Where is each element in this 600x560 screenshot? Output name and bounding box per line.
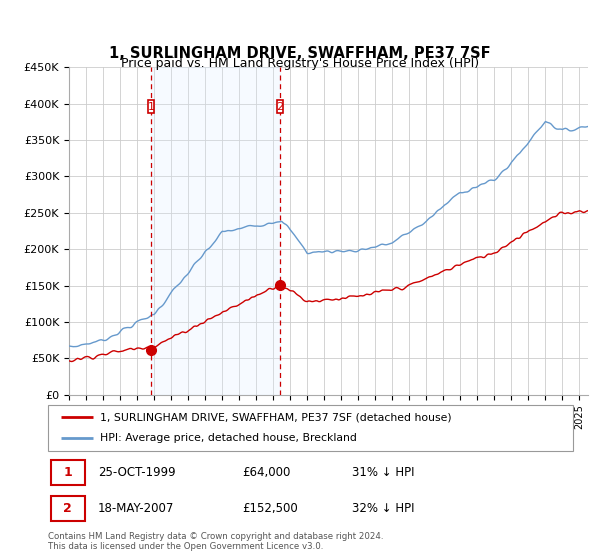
Text: £152,500: £152,500	[242, 502, 298, 515]
Text: 2: 2	[64, 502, 72, 515]
Bar	[50, 496, 85, 520]
Text: 1, SURLINGHAM DRIVE, SWAFFHAM, PE37 7SF: 1, SURLINGHAM DRIVE, SWAFFHAM, PE37 7SF	[109, 46, 491, 60]
Text: 1: 1	[64, 466, 72, 479]
Bar	[148, 100, 154, 113]
Text: Contains HM Land Registry data © Crown copyright and database right 2024.
This d: Contains HM Land Registry data © Crown c…	[48, 532, 383, 552]
Bar	[151, 67, 280, 395]
Text: 31% ↓ HPI: 31% ↓ HPI	[353, 466, 415, 479]
Bar	[277, 100, 283, 113]
Text: 25-OCT-1999: 25-OCT-1999	[98, 466, 176, 479]
Text: 1, SURLINGHAM DRIVE, SWAFFHAM, PE37 7SF (detached house): 1, SURLINGHAM DRIVE, SWAFFHAM, PE37 7SF …	[101, 412, 452, 422]
Text: 1: 1	[148, 101, 155, 111]
Text: £64,000: £64,000	[242, 466, 290, 479]
Text: 2: 2	[276, 101, 283, 111]
Text: 18-MAY-2007: 18-MAY-2007	[98, 502, 174, 515]
Text: Price paid vs. HM Land Registry's House Price Index (HPI): Price paid vs. HM Land Registry's House …	[121, 57, 479, 70]
Bar	[50, 460, 85, 485]
Text: 32% ↓ HPI: 32% ↓ HPI	[353, 502, 415, 515]
Text: HPI: Average price, detached house, Breckland: HPI: Average price, detached house, Brec…	[101, 433, 358, 444]
